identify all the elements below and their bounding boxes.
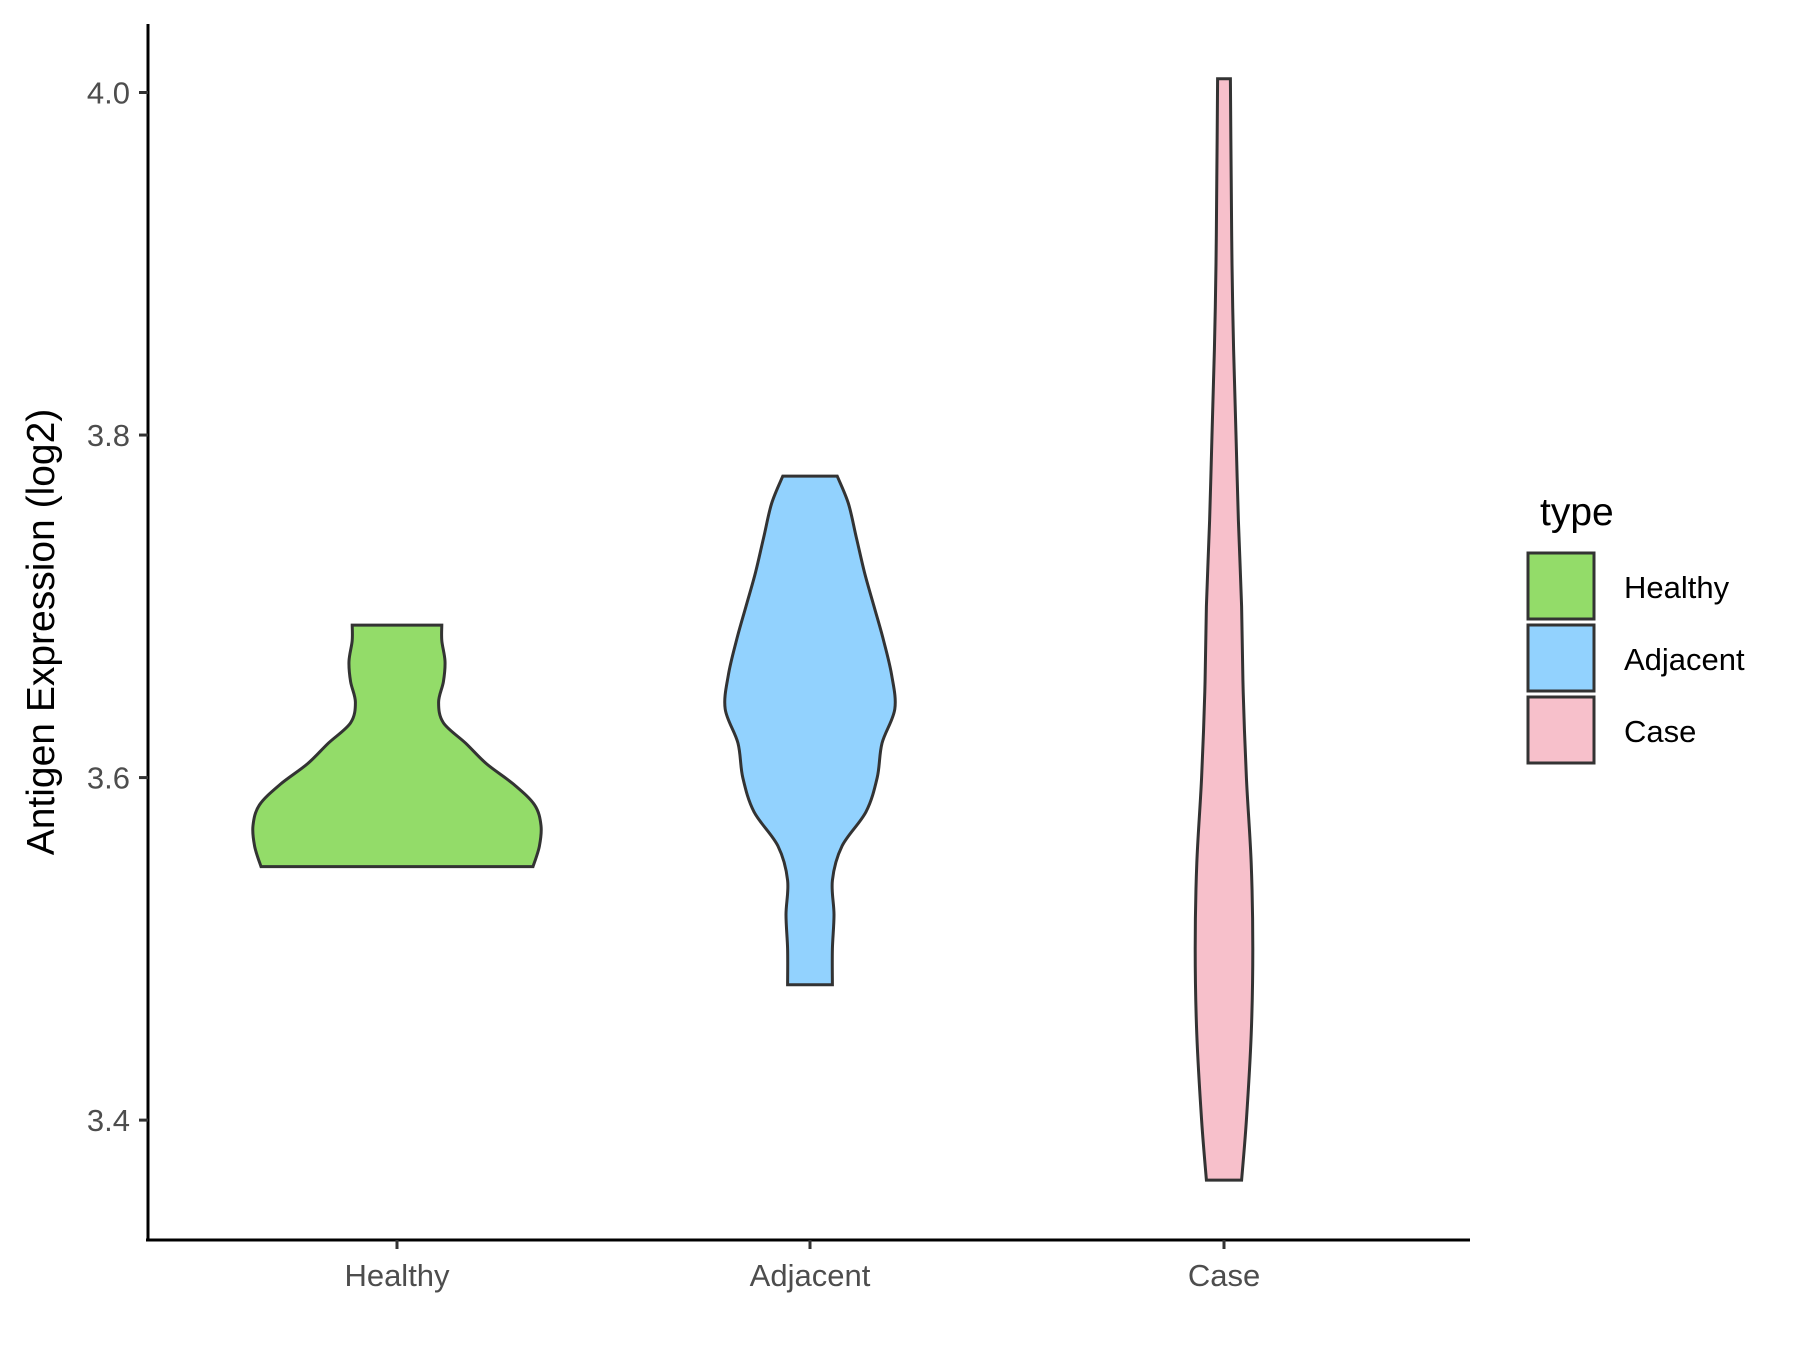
x-ticks: Healthy Adjacent Case (344, 1240, 1260, 1293)
y-axis-title: Antigen Expression (log2) (20, 409, 63, 856)
y-tick-label: 3.4 (87, 1103, 130, 1138)
legend-label-case: Case (1624, 714, 1696, 749)
legend-label-adjacent: Adjacent (1624, 642, 1745, 677)
plot-area (251, 77, 1255, 1182)
legend-key-healthy (1526, 551, 1596, 621)
y-tick-label: 4.0 (87, 76, 130, 111)
legend-title: type (1540, 491, 1614, 534)
y-tick-label: 3.6 (87, 761, 130, 796)
x-tick-label: Healthy (344, 1258, 450, 1293)
x-tick-label: Adjacent (750, 1258, 871, 1293)
y-tick-label: 3.8 (87, 418, 130, 453)
x-tick-label: Case (1188, 1258, 1260, 1293)
legend-label-healthy: Healthy (1624, 570, 1730, 605)
violin-case (1193, 77, 1255, 1182)
violin-healthy (251, 623, 543, 869)
legend: type Healthy Adjacent Case (1526, 491, 1745, 765)
legend-key-case (1526, 695, 1596, 765)
legend-key-adjacent (1526, 623, 1596, 693)
violin-adjacent (723, 474, 897, 987)
y-ticks: 3.4 3.6 3.8 4.0 (87, 76, 148, 1138)
